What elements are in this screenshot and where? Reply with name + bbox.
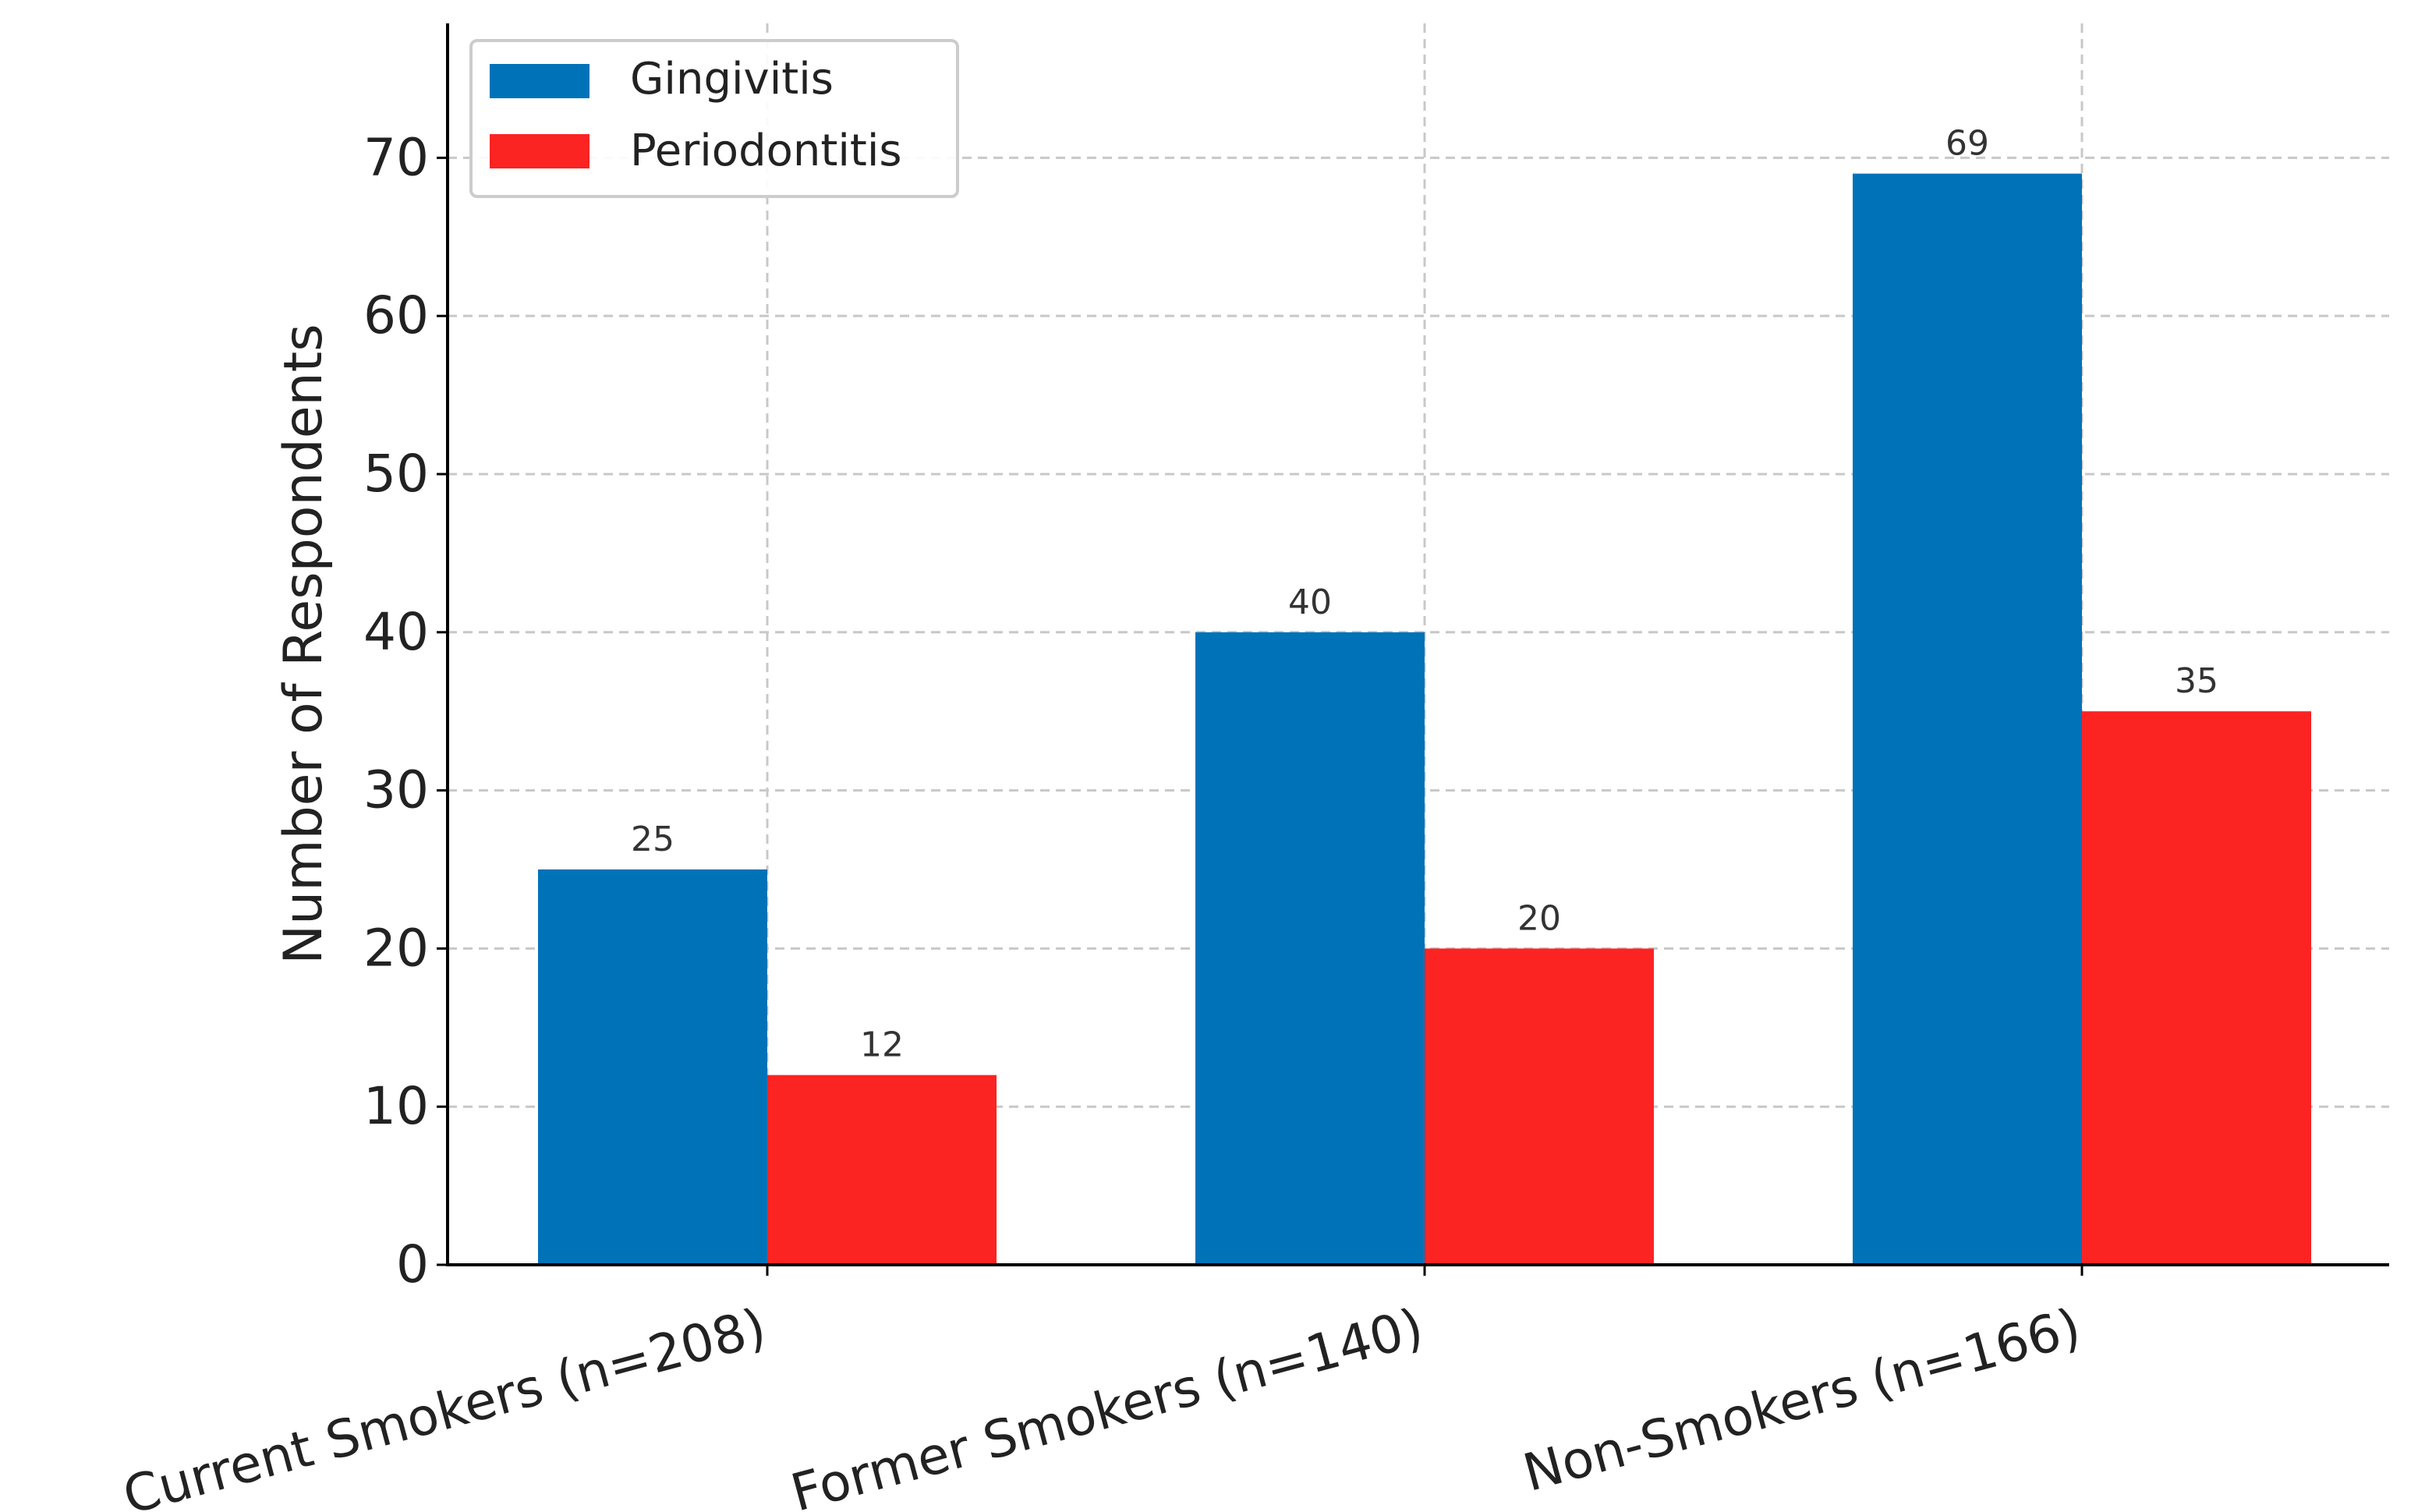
- legend: Gingivitis Periodontitis: [469, 39, 959, 198]
- y-tick-label: 20: [363, 918, 429, 978]
- bar-periodontitis-2: [1425, 948, 1654, 1265]
- x-axis-ticks: Current Smokers (n=208) Former Smokers (n…: [117, 1265, 2087, 1512]
- bar-value-labels: 25 40 69 12 20 35: [631, 124, 2218, 1065]
- y-tick-label: 40: [363, 602, 429, 662]
- bar-label-gingivitis-2: 40: [1288, 582, 1332, 622]
- bar-gingivitis-2: [1195, 632, 1425, 1265]
- y-tick-label: 30: [363, 760, 429, 820]
- bar-gingivitis-3: [1853, 173, 2082, 1266]
- x-tick-label-current-smokers-n-208: Current Smokers (n=208): [117, 1297, 772, 1512]
- bar-periodontitis-3: [2082, 711, 2311, 1265]
- y-tick-label: 60: [363, 285, 429, 345]
- y-axis-label: Number of Respondents: [273, 324, 335, 964]
- bar-label-periodontitis-3: 35: [2175, 661, 2218, 701]
- y-tick-label: 10: [363, 1076, 429, 1136]
- y-tick-label: 50: [363, 444, 429, 504]
- x-tick-label-former-smokers-n-140: Former Smokers (n=140): [785, 1297, 1430, 1512]
- bar-gingivitis-1: [538, 869, 767, 1265]
- axes: [446, 23, 2389, 1266]
- legend-swatch-gingivitis: [490, 64, 589, 98]
- bar-label-periodontitis-2: 20: [1517, 898, 1561, 938]
- y-tick-label: 0: [396, 1234, 429, 1294]
- y-axis-ticks: 0 10 20 30 40 50 60 70: [363, 127, 448, 1294]
- legend-swatch-periodontitis: [490, 134, 589, 168]
- x-tick-label-non-smokers-n-166: Non-Smokers (n=166): [1517, 1297, 2087, 1503]
- legend-label-gingivitis: Gingivitis: [630, 54, 834, 104]
- bar-label-periodontitis-1: 12: [860, 1025, 904, 1065]
- bars: [538, 173, 2311, 1266]
- bar-label-gingivitis-1: 25: [631, 820, 674, 859]
- y-tick-label: 70: [363, 127, 429, 187]
- bar-label-gingivitis-3: 69: [1945, 124, 1989, 164]
- bar-periodontitis-1: [767, 1075, 997, 1265]
- legend-frame: [469, 39, 959, 198]
- legend-label-periodontitis: Periodontitis: [630, 126, 902, 176]
